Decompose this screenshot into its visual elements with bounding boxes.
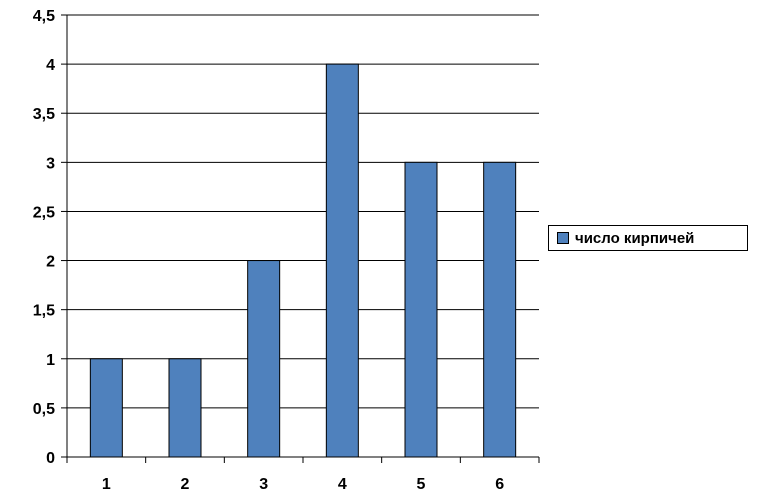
bar (168, 358, 202, 458)
x-tick-label: 4 (338, 476, 347, 493)
tick-labels: 0 0,5 1 1,5 2 2,5 3 3,5 4 4,5 1 2 3 4 5 6 (33, 8, 504, 493)
y-tick-label: 0 (46, 450, 55, 467)
x-tick-label: 5 (417, 476, 426, 493)
x-tick-label: 2 (181, 476, 190, 493)
x-tick-label: 1 (102, 476, 111, 493)
bar (404, 161, 438, 458)
bars (89, 63, 517, 458)
bar (483, 161, 517, 458)
x-tick-label: 6 (495, 476, 504, 493)
bar (247, 260, 281, 458)
y-tick-label: 1,5 (33, 303, 55, 320)
gridlines (67, 14, 539, 409)
y-tick-label: 0,5 (33, 401, 55, 418)
bar (89, 358, 123, 458)
legend-label-series: число кирпичей (575, 229, 695, 247)
y-tick-label: 3,5 (33, 106, 55, 123)
bar (325, 63, 359, 458)
legend: число кирпичей (548, 225, 748, 251)
y-tick-label: 4 (46, 57, 55, 74)
y-tick-label: 2,5 (33, 204, 55, 221)
y-tick-label: 3 (46, 155, 55, 172)
y-tick-label: 1 (46, 352, 55, 369)
x-tick-label: 3 (259, 476, 268, 493)
y-tick-label: 4,5 (33, 8, 55, 25)
legend-swatch (557, 232, 569, 244)
y-tick-label: 2 (46, 254, 55, 271)
axes (61, 14, 540, 463)
